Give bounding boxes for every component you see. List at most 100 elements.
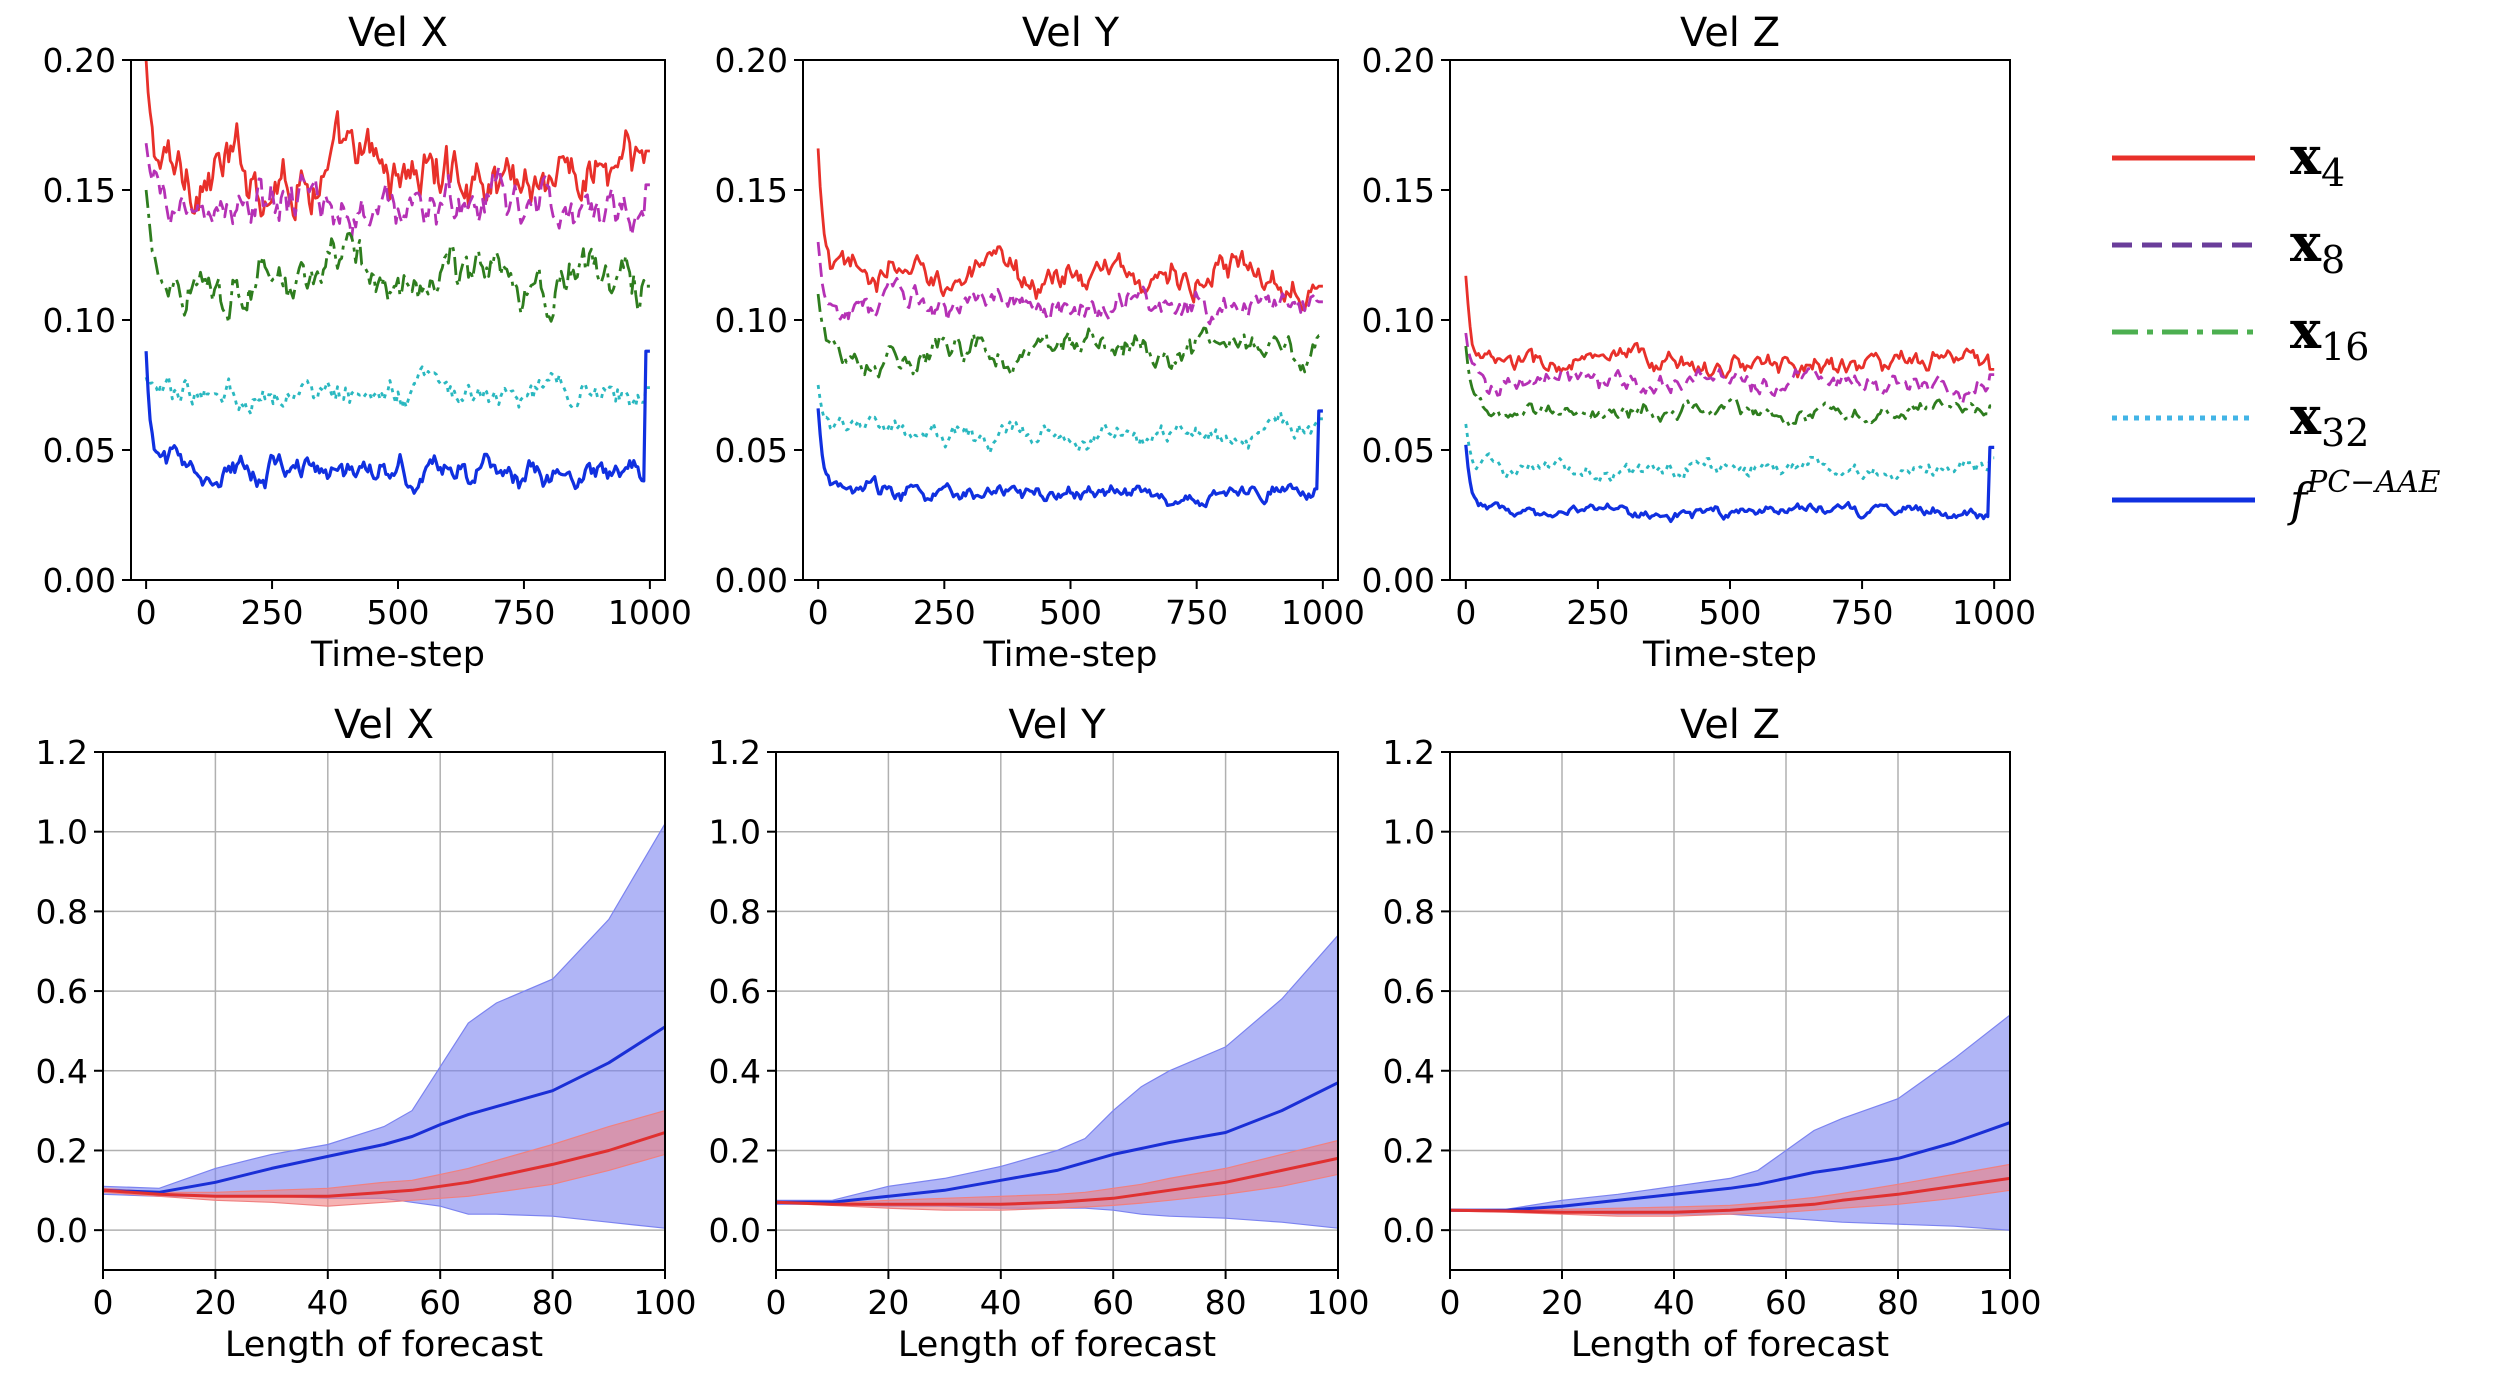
legend-label-subscript: 16	[2321, 325, 2369, 369]
mean-line-fPC-AAE	[103, 1025, 665, 1194]
series-line-x16	[144, 189, 650, 325]
y-tick-label: 0.6	[36, 972, 88, 1011]
plot-area	[1464, 275, 1995, 524]
y-tick-label: 1.2	[709, 733, 761, 772]
subplot-title: Vel Z	[1680, 702, 1780, 748]
legend-entry-1: x4	[2112, 126, 2345, 195]
x-tick-label: 0	[1440, 1283, 1461, 1322]
x-tick-label: 60	[1092, 1283, 1134, 1322]
subplot-6: 0 20 40 60 80 100 0.0 0.2 0.4 0.6 0.8 1.0 1.2 Vel Z Le…	[1383, 702, 2042, 1365]
y-tick-label: 0.00	[43, 561, 116, 600]
y-tick-label: 0.05	[43, 431, 116, 470]
y-tick-label: 0.0	[36, 1211, 88, 1250]
y-tick-label: 0.00	[1362, 561, 1435, 600]
x-tick-label: 500	[1699, 593, 1762, 632]
subplot-title: Vel Z	[1680, 10, 1780, 56]
y-tick-label: 0.8	[709, 892, 761, 931]
y-tick-label: 0.15	[1362, 171, 1435, 210]
legend-label-subscript: 4	[2321, 151, 2345, 195]
legend-label: x8	[2290, 213, 2345, 282]
legend-label: x32	[2290, 386, 2369, 455]
series-line-x8	[816, 241, 1323, 326]
subplot-title: Vel Y	[1022, 10, 1120, 56]
x-tick-label: 1000	[1281, 593, 1365, 632]
legend-entry-5: fPC−AAE	[2112, 465, 2441, 527]
x-tick-label: 60	[1765, 1283, 1807, 1322]
mean-line-x	[103, 1131, 665, 1198]
series-line-x16	[816, 293, 1323, 379]
y-tick-label: 0.2	[36, 1131, 88, 1170]
x-tick-label: 0	[136, 593, 157, 632]
y-tick-label: 1.2	[1383, 733, 1435, 772]
plot-area	[816, 148, 1323, 509]
y-tick-label: 0.05	[1362, 431, 1435, 470]
axes-frame	[802, 59, 1339, 581]
series-line-fPC-AAE	[1464, 444, 1995, 524]
y-tick-label: 0.10	[715, 301, 788, 340]
x-tick-label: 0	[766, 1283, 787, 1322]
legend-label-base: x	[2290, 386, 2322, 447]
y-tick-label: 0.8	[36, 892, 88, 931]
band-x	[1450, 1163, 2010, 1217]
x-tick-label: 80	[1205, 1283, 1247, 1322]
band-x	[776, 1139, 1338, 1211]
series-line-fPC-AAE	[144, 349, 650, 495]
legend-label-base: x	[2290, 213, 2322, 274]
y-tick-label: 0.0	[709, 1211, 761, 1250]
subplot-1: 0 250 500 750 1000 0.00 0.05 0.10 0.15 0.20 Vel X T…	[43, 10, 692, 675]
y-tick-label: 0.2	[1383, 1131, 1435, 1170]
x-tick-label: 100	[634, 1283, 697, 1322]
x-tick-label: 0	[1455, 593, 1476, 632]
plot-area	[103, 822, 665, 1229]
x-axis-label: Length of forecast	[1571, 1325, 1889, 1365]
legend-label: x16	[2290, 300, 2369, 369]
y-tick-label: 0.2	[709, 1131, 761, 1170]
x-tick-label: 500	[367, 593, 430, 632]
axes-frame	[1449, 59, 2011, 581]
x-tick-label: 250	[241, 593, 304, 632]
axes-frame	[130, 59, 666, 581]
legend-entry-2: x8	[2112, 213, 2345, 282]
legend-label: fPC−AAE	[2287, 465, 2441, 527]
y-tick-label: 0.4	[36, 1052, 88, 1091]
subplot-4: 0 20 40 60 80 100 0.0 0.2 0.4 0.6 0.8 1.0 1.2 Vel X Le…	[36, 702, 697, 1365]
x-tick-label: 40	[307, 1283, 349, 1322]
y-tick-label: 0.10	[1362, 301, 1435, 340]
x-axis-label: Length of forecast	[898, 1325, 1216, 1365]
subplot-5: 0 20 40 60 80 100 0.0 0.2 0.4 0.6 0.8 1.0 1.2 Vel Y Le…	[709, 702, 1370, 1365]
x-tick-label: 20	[867, 1283, 909, 1322]
band-x	[103, 1109, 665, 1207]
x-tick-label: 100	[1979, 1283, 2042, 1322]
legend-label-subscript: 8	[2321, 238, 2345, 282]
x-tick-label: 1000	[1952, 593, 2036, 632]
legend-entry-3: x16	[2112, 300, 2369, 369]
y-tick-label: 0.20	[1362, 41, 1435, 80]
y-tick-label: 0.10	[43, 301, 116, 340]
mean-line-x	[1450, 1176, 2010, 1214]
y-tick-label: 0.0	[1383, 1211, 1435, 1250]
y-tick-label: 1.0	[709, 813, 761, 852]
subplot-title: Vel Y	[1008, 702, 1106, 748]
y-tick-label: 0.05	[715, 431, 788, 470]
x-tick-label: 40	[1653, 1283, 1695, 1322]
x-tick-label: 750	[1165, 593, 1228, 632]
subplot-3: 0 250 500 750 1000 0.00 0.05 0.10 0.15 0.20 Vel Z T…	[1362, 10, 2037, 675]
x-tick-label: 20	[194, 1283, 236, 1322]
series-line-x4	[144, 60, 650, 222]
x-tick-label: 750	[492, 593, 555, 632]
x-tick-label: 750	[1831, 593, 1894, 632]
y-tick-label: 0.6	[1383, 972, 1435, 1011]
series-line-x32	[144, 365, 650, 416]
subplot-title: Vel X	[348, 10, 448, 56]
axes-frame	[102, 751, 666, 1271]
x-tick-label: 500	[1039, 593, 1102, 632]
series-line-x8	[144, 143, 650, 240]
y-tick-label: 0.20	[43, 41, 116, 80]
x-axis-label: Time-step	[310, 635, 485, 675]
series-line-x4	[1464, 275, 1995, 379]
series-line-fPC-AAE	[816, 408, 1323, 509]
x-tick-label: 40	[980, 1283, 1022, 1322]
